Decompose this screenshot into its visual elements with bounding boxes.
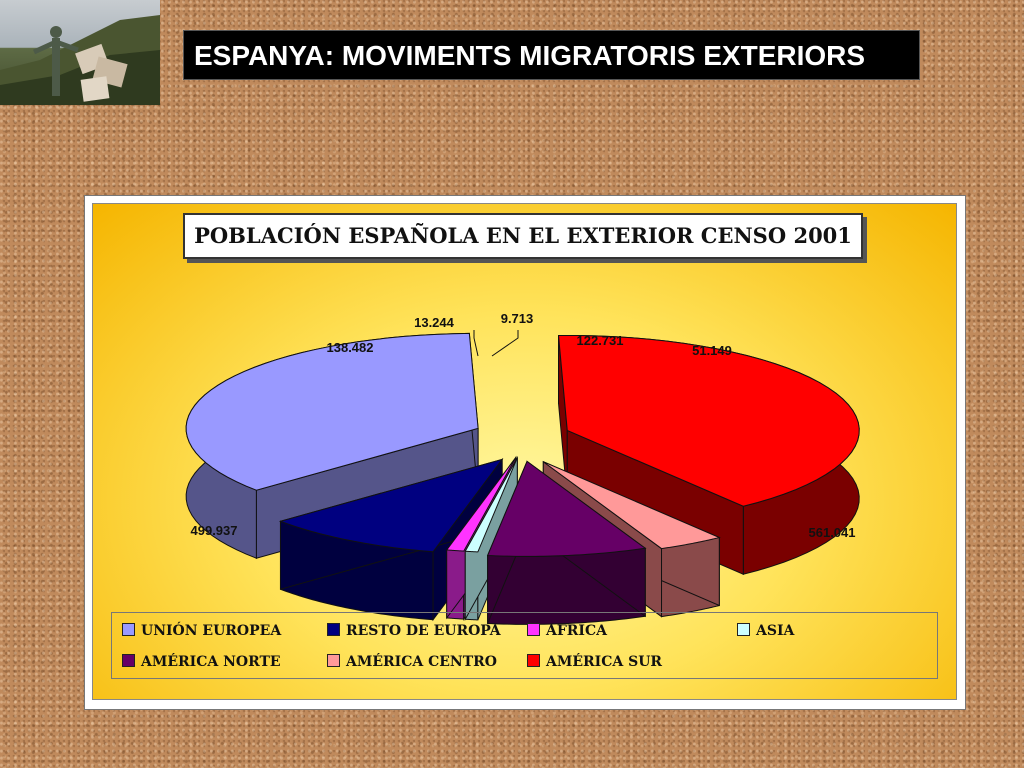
legend-swatch (327, 654, 340, 667)
pie-slice-américa-sur (557, 334, 860, 507)
chart-title: POBLACIÓN ESPAÑOLA EN EL EXTERIOR CENSO … (183, 213, 863, 259)
legend-label: AMÉRICA CENTRO (346, 654, 497, 670)
pie-slice-unión-europea (185, 332, 479, 491)
legend-item: UNIÓN EUROPEA (122, 622, 281, 640)
pie-slice-américa-norte (486, 460, 647, 557)
legend-item: AMÉRICA CENTRO (327, 653, 497, 671)
data-label-4: 122.731 (577, 333, 624, 348)
legend-item: AMÉRICA NORTE (122, 653, 281, 671)
legend-swatch (122, 654, 135, 667)
legend-swatch (327, 623, 340, 636)
pie-slice-américa-centro (543, 461, 721, 550)
header-photo (0, 0, 160, 105)
sculpture-image (0, 15, 160, 105)
legend-swatch (122, 623, 135, 636)
data-label-2: 13.244 (414, 315, 455, 330)
pie-slice-resto-de-europa (278, 458, 504, 553)
legend-swatch (737, 623, 750, 636)
pie-slice-asia (464, 457, 518, 553)
data-label-0: 499.937 (191, 523, 238, 538)
data-label-6: 561.041 (809, 525, 856, 540)
legend-item: ASIA (737, 622, 794, 640)
legend-label: AMÉRICA SUR (546, 654, 663, 670)
pie-slice-africa (445, 457, 517, 552)
leader-line-2 (473, 330, 479, 357)
legend-label: RESTO DE EUROPA (346, 623, 501, 639)
legend-label: AMÉRICA NORTE (141, 654, 281, 670)
data-label-3: 9.713 (501, 311, 534, 326)
legend-swatch (527, 623, 540, 636)
data-label-1: 138.482 (327, 340, 374, 355)
legend-swatch (527, 654, 540, 667)
legend-item: AMÉRICA SUR (527, 653, 662, 671)
legend: UNIÓN EUROPEA RESTO DE EUROPA AFRICA ASIA AM… (111, 612, 938, 679)
legend-item: AFRICA (527, 622, 607, 640)
leader-line-3 (491, 330, 519, 357)
legend-label: ASIA (756, 623, 795, 639)
legend-label: AFRICA (546, 623, 607, 639)
legend-label: UNIÓN EUROPEA (141, 623, 282, 639)
legend-item: RESTO DE EUROPA (327, 622, 501, 640)
slide-title: ESPANYA: MOVIMENTS MIGRATORIS EXTERIORS (183, 30, 920, 80)
data-label-5: 51.149 (692, 343, 732, 358)
